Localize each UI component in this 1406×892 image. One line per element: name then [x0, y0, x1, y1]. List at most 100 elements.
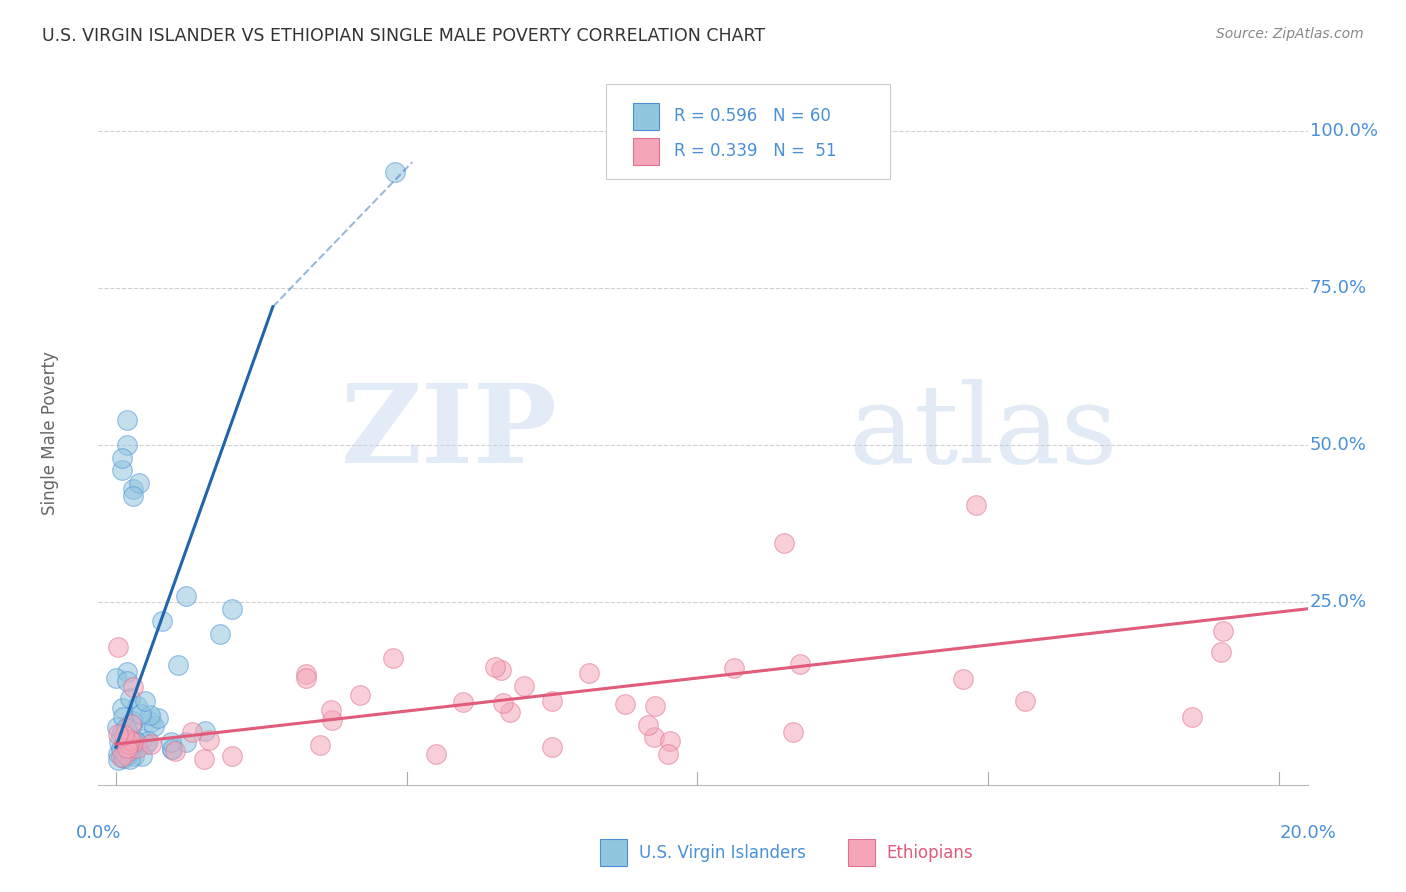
Point — [782, 725, 804, 739]
Point — [540, 740, 562, 755]
Point — [492, 696, 515, 710]
Point — [1014, 694, 1036, 708]
Text: 0.0%: 0.0% — [76, 823, 121, 842]
Point — [107, 747, 129, 761]
Point — [112, 728, 135, 742]
Point — [136, 734, 159, 748]
Point — [499, 705, 522, 719]
Point — [122, 714, 145, 729]
Text: Single Male Poverty: Single Male Poverty — [41, 351, 59, 515]
Point — [637, 718, 659, 732]
Text: 75.0%: 75.0% — [1310, 279, 1367, 297]
Point — [160, 734, 183, 748]
Point — [120, 716, 142, 731]
Point — [107, 753, 129, 767]
Point — [107, 727, 129, 741]
Point — [110, 741, 132, 756]
Point — [134, 694, 156, 708]
Point — [613, 698, 636, 712]
Point — [425, 747, 447, 761]
Point — [120, 738, 142, 752]
Point — [451, 695, 474, 709]
Point — [723, 661, 745, 675]
Point — [160, 742, 183, 756]
Point — [965, 498, 987, 512]
Point — [121, 738, 143, 752]
Point — [209, 627, 232, 641]
Point — [120, 733, 142, 747]
Point — [107, 720, 129, 734]
Point — [658, 733, 681, 747]
Point — [112, 751, 135, 765]
Point — [118, 737, 141, 751]
Point — [108, 735, 131, 749]
Point — [1181, 710, 1204, 724]
Point — [115, 741, 138, 756]
Point — [115, 673, 138, 688]
Point — [139, 707, 162, 722]
Point — [657, 747, 679, 761]
Text: Ethiopians: Ethiopians — [887, 844, 973, 862]
Text: U.S. Virgin Islanders: U.S. Virgin Islanders — [638, 844, 806, 862]
Point — [121, 735, 143, 749]
Point — [163, 744, 186, 758]
Point — [115, 721, 138, 735]
Point — [146, 710, 169, 724]
Point — [131, 748, 153, 763]
Point — [127, 699, 149, 714]
Point — [122, 482, 145, 496]
FancyBboxPatch shape — [633, 103, 659, 129]
Text: ZIP: ZIP — [342, 379, 558, 486]
Point — [112, 710, 135, 724]
Point — [142, 719, 165, 733]
Point — [221, 748, 243, 763]
FancyBboxPatch shape — [633, 138, 659, 165]
Point — [381, 650, 404, 665]
Text: 100.0%: 100.0% — [1310, 121, 1378, 140]
Point — [578, 665, 600, 680]
Text: 20.0%: 20.0% — [1279, 823, 1336, 842]
Text: U.S. VIRGIN ISLANDER VS ETHIOPIAN SINGLE MALE POVERTY CORRELATION CHART: U.S. VIRGIN ISLANDER VS ETHIOPIAN SINGLE… — [42, 27, 765, 45]
Point — [181, 725, 204, 739]
Point — [124, 735, 146, 749]
Point — [540, 694, 562, 708]
Text: 50.0%: 50.0% — [1310, 436, 1367, 454]
Point — [122, 489, 145, 503]
Point — [120, 751, 142, 765]
Point — [484, 660, 506, 674]
Text: R = 0.596   N = 60: R = 0.596 N = 60 — [673, 107, 831, 125]
Point — [107, 640, 129, 654]
Point — [321, 713, 343, 727]
Point — [118, 690, 141, 705]
Point — [321, 703, 343, 717]
Point — [644, 698, 666, 713]
Point — [128, 475, 150, 490]
Point — [174, 589, 197, 603]
Text: R = 0.339   N =  51: R = 0.339 N = 51 — [673, 143, 837, 161]
Point — [120, 740, 142, 755]
Point — [121, 680, 143, 694]
Text: 25.0%: 25.0% — [1310, 593, 1367, 612]
Point — [121, 742, 143, 756]
Point — [118, 737, 141, 751]
Point — [122, 731, 145, 746]
Point — [111, 450, 134, 465]
Point — [105, 671, 128, 685]
Point — [198, 733, 221, 747]
Point — [294, 667, 316, 681]
Text: atlas: atlas — [848, 379, 1118, 486]
Point — [112, 750, 135, 764]
Point — [952, 673, 974, 687]
Point — [124, 748, 146, 763]
Point — [295, 671, 318, 685]
Point — [193, 752, 215, 766]
Point — [167, 657, 190, 672]
Point — [125, 741, 148, 756]
Point — [115, 736, 138, 750]
Point — [118, 745, 141, 759]
Point — [117, 413, 139, 427]
Point — [115, 747, 138, 762]
Point — [139, 714, 162, 729]
Point — [384, 164, 406, 178]
Point — [643, 731, 665, 745]
